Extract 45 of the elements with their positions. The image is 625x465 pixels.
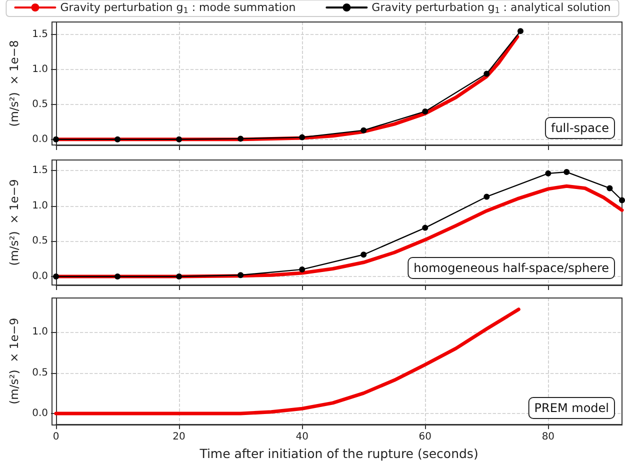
point	[360, 127, 367, 134]
x-tick-label: 20	[172, 432, 186, 443]
y-tick-label: 1.5	[32, 29, 48, 40]
point	[422, 224, 428, 231]
y-tick-label: 0.0	[32, 408, 48, 420]
y-axis-title: (m/s²) × 1e−9	[7, 179, 21, 266]
y-tick-label: 0.5	[32, 98, 48, 110]
x-axis-title: Time after initiation of the rupture (seconds)	[198, 446, 478, 461]
annotation: full-space	[550, 121, 609, 135]
point	[619, 197, 625, 204]
annotation: PREM model	[534, 401, 610, 415]
point	[484, 194, 490, 200]
point	[53, 136, 59, 142]
y-axis-title: (m/s²) × 1e−9	[7, 318, 21, 404]
y-tick-label: 0.0	[32, 134, 48, 145]
point	[606, 185, 613, 192]
y-tick-label: 0.0	[32, 271, 48, 282]
y-tick-label: 1.0	[32, 200, 48, 212]
point	[238, 272, 244, 278]
point	[564, 169, 570, 176]
y-tick-label: 1.0	[32, 326, 48, 338]
point	[176, 274, 182, 280]
point	[360, 252, 367, 258]
point	[176, 136, 182, 142]
x-tick-label: 80	[542, 432, 555, 443]
point	[114, 136, 121, 142]
x-tick-label: 0	[52, 432, 60, 443]
y-tick-label: 1.0	[32, 64, 48, 76]
y-tick-label: 0.5	[32, 367, 48, 378]
point	[114, 274, 121, 280]
annotation: homogeneous half-space/sphere	[414, 261, 609, 275]
point	[517, 28, 524, 34]
point	[299, 134, 306, 140]
point	[422, 108, 428, 114]
y-axis-title: (m/s²) × 1e−8	[7, 40, 21, 127]
x-tick-label: 60	[418, 432, 432, 443]
line-series	[54, 308, 520, 416]
x-tick-label: 40	[296, 432, 308, 443]
y-tick-label: 0.5	[32, 236, 48, 247]
point	[238, 136, 244, 142]
point	[545, 170, 552, 176]
point	[53, 274, 59, 280]
point	[484, 70, 490, 77]
y-tick-label: 1.5	[32, 165, 48, 176]
point	[299, 266, 306, 272]
